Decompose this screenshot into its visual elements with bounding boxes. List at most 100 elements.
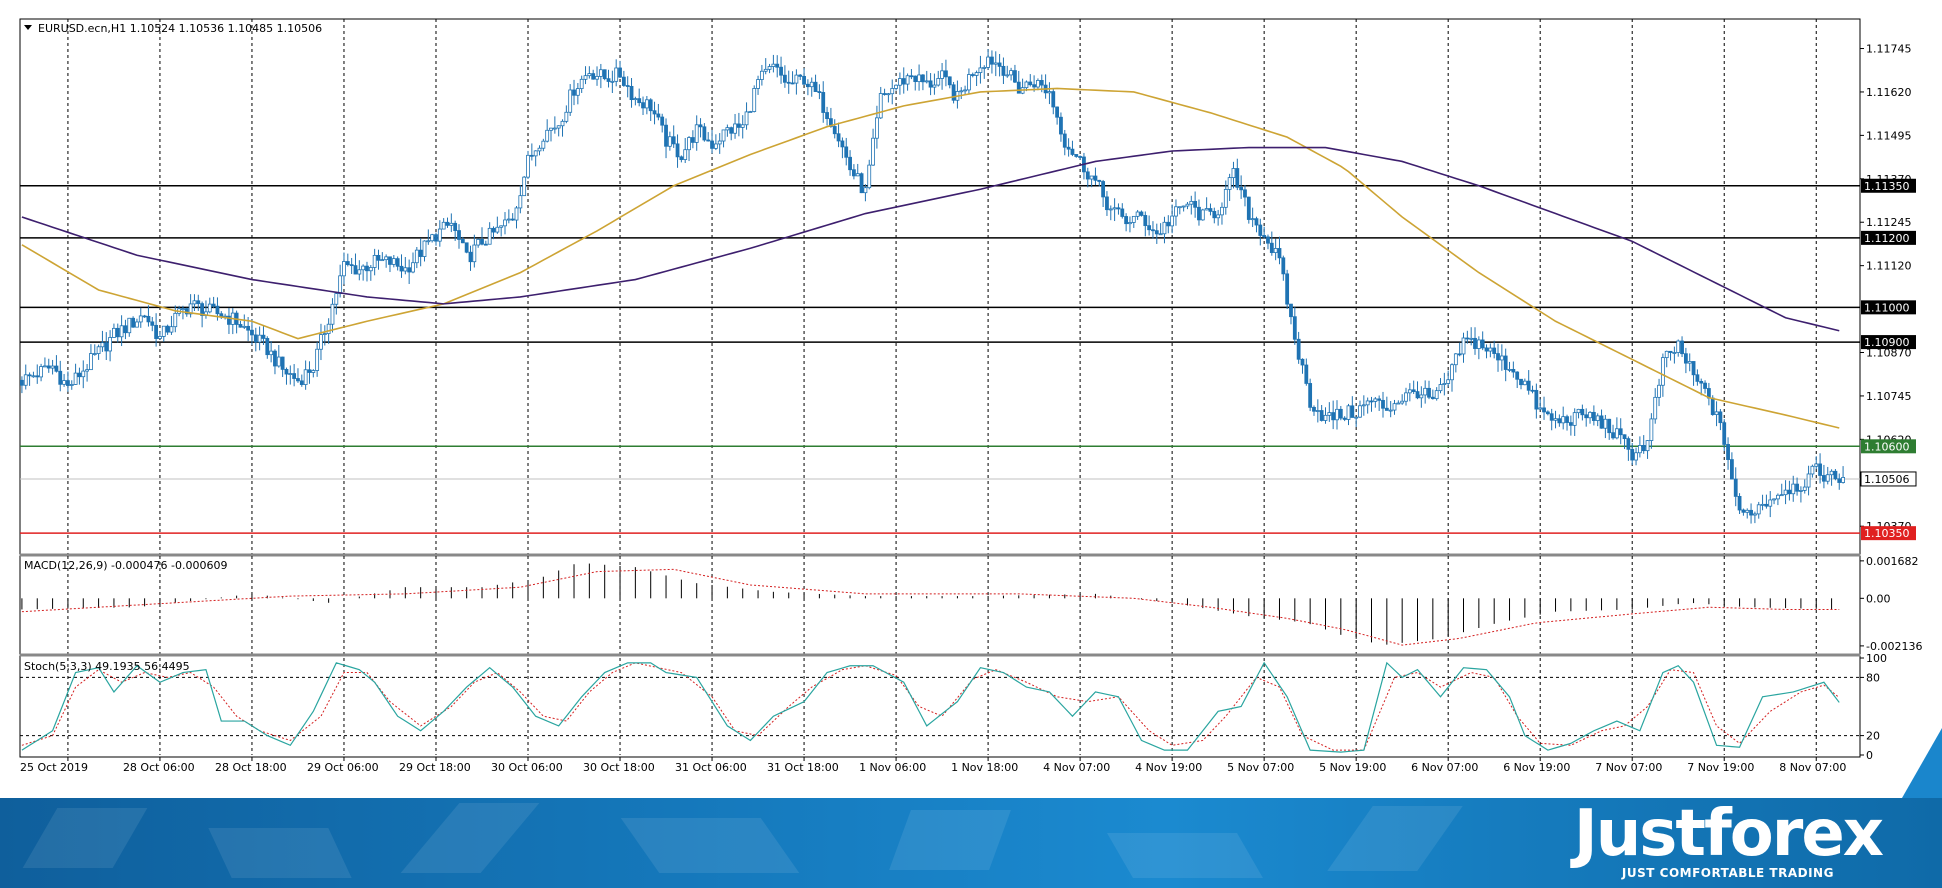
candle-body	[135, 321, 139, 328]
candle-body	[92, 353, 97, 355]
stoch-tick-label: 20	[1866, 730, 1880, 743]
candle-body	[1400, 400, 1405, 404]
candle-body	[1438, 384, 1443, 392]
candle-body	[1645, 440, 1650, 452]
candle-body	[1350, 405, 1355, 418]
candle-body	[506, 218, 511, 221]
price-panel: 1.117451.116201.114951.113701.112451.111…	[19, 18, 1917, 555]
candle-body	[1768, 499, 1773, 507]
candle-body	[702, 126, 707, 141]
stoch-panel: 100 80 20 0 Stoch(5,3,3) 49.1935 56.4495	[19, 652, 1887, 762]
candle-body	[1764, 503, 1769, 507]
candle-body	[618, 67, 622, 78]
candle-body	[809, 81, 814, 88]
candle-body	[1120, 208, 1125, 217]
stoch-axis: 100 80 20 0	[1860, 652, 1887, 762]
candle-body	[1687, 361, 1692, 364]
candle-body	[1404, 392, 1408, 402]
candle-body	[898, 78, 902, 86]
candle-body	[1112, 207, 1117, 210]
candle-body	[982, 66, 987, 69]
candle-body	[805, 83, 810, 88]
candle-body	[1799, 489, 1803, 492]
candle-body	[610, 80, 615, 83]
time-tick-label: 28 Oct 18:00	[215, 761, 287, 774]
candle-body	[1680, 340, 1684, 355]
candle-body	[1220, 206, 1224, 216]
candle-body	[652, 110, 657, 115]
candle-body	[1423, 387, 1428, 396]
candle-body	[1147, 225, 1152, 231]
candle-body	[1488, 347, 1493, 352]
candle-body	[503, 219, 507, 227]
macd-histogram	[21, 563, 1833, 645]
candle-body	[188, 303, 193, 315]
candle-body	[1829, 470, 1834, 476]
candle-body	[587, 73, 592, 77]
candle-body	[165, 325, 170, 333]
candle-body	[250, 329, 254, 336]
level-price-tag	[1861, 439, 1916, 454]
candle-body	[1189, 200, 1194, 205]
candle-body	[1319, 410, 1324, 421]
candle-body	[1614, 428, 1619, 439]
candle-body	[112, 327, 116, 338]
candle-body	[825, 112, 829, 120]
candle-body	[1507, 368, 1512, 371]
time-tick-label: 30 Oct 06:00	[491, 761, 563, 774]
candle-body	[330, 303, 335, 325]
candle-body	[1825, 474, 1830, 482]
candle-body	[1568, 422, 1573, 426]
candle-body	[20, 379, 24, 386]
price-tick-label: 1.10745	[1866, 390, 1912, 403]
stoch-tick-label: 100	[1866, 652, 1887, 665]
candle-body	[1622, 434, 1627, 440]
candle-body	[951, 84, 956, 101]
candle-body	[637, 98, 642, 104]
candle-body	[242, 325, 247, 328]
candle-body	[200, 303, 205, 316]
time-tick-label: 25 Oct 2019	[20, 761, 88, 774]
candle-body	[1108, 208, 1113, 211]
candle-body	[1553, 418, 1558, 421]
candle-body	[1837, 478, 1842, 483]
candle-body	[472, 244, 477, 263]
candle-body	[437, 228, 442, 242]
candle-body	[46, 365, 51, 369]
candle-body	[1269, 242, 1274, 254]
candle-body	[334, 293, 339, 305]
candle-body	[1492, 347, 1497, 354]
candle-body	[345, 261, 350, 266]
candle-body	[1772, 498, 1776, 501]
candle-body	[1331, 412, 1336, 421]
candle-body	[1143, 215, 1148, 227]
candle-body	[1683, 353, 1688, 364]
candle-body	[944, 70, 948, 78]
candle-body	[706, 139, 711, 142]
candle-body	[1595, 415, 1600, 421]
macd-label: MACD(12,26,9) -0.000476 -0.000609	[24, 559, 227, 572]
candle-body	[384, 256, 389, 261]
candle-body	[1465, 337, 1470, 340]
candle-body	[936, 78, 941, 86]
candle-body	[1565, 416, 1569, 423]
candle-body	[1434, 390, 1439, 400]
candle-body	[1342, 417, 1347, 420]
collapse-triangle-icon[interactable]	[24, 25, 32, 30]
candle-body	[150, 321, 155, 326]
candle-body	[23, 374, 28, 386]
candle-body	[997, 62, 1002, 67]
candle-body	[1737, 496, 1742, 511]
candle-body	[1005, 74, 1010, 77]
candle-body	[1197, 206, 1201, 221]
candle-body	[58, 370, 63, 385]
candle-body	[744, 111, 749, 126]
candle-body	[273, 350, 277, 367]
candle-body	[1327, 412, 1332, 416]
time-tick-label: 5 Nov 19:00	[1319, 761, 1386, 774]
candle-body	[875, 117, 879, 139]
candle-body	[449, 222, 454, 226]
candle-body	[376, 254, 381, 261]
candle-body	[687, 137, 691, 151]
candle-body	[549, 127, 553, 131]
